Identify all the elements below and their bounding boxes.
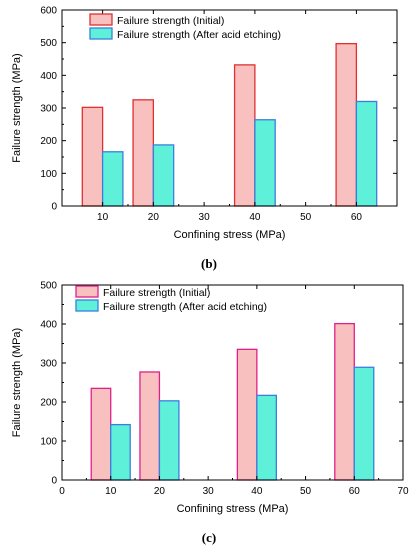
chart-1-bar-s0-0: [90, 387, 112, 481]
chart-1-bar-s1-2: [256, 394, 277, 481]
chart-0-x-axis-label: Confining stress (MPa): [174, 229, 286, 241]
chart-0-legend-swatch-1: [89, 27, 113, 40]
chart-0-x-tick-label-1: 20: [148, 212, 160, 223]
chart-1-y-tick-label-1: 100: [40, 437, 57, 448]
chart-0-x-tick-label-0: 10: [97, 212, 109, 223]
chart-0-bar-s1-2: [254, 119, 276, 207]
panel-label-c: (c): [202, 530, 216, 545]
chart-1-bar-s1-3: [353, 366, 375, 481]
chart-1-y-tick-label-5: 500: [40, 281, 57, 292]
chart-0-bar-s1-1: [152, 144, 175, 207]
chart-1-x-tick-label-1: 10: [105, 486, 117, 497]
chart-0-legend-swatch-0: [89, 13, 113, 26]
chart-1-bar-s0-3: [334, 322, 355, 481]
chart-0-y-tick-label-1: 100: [40, 169, 57, 180]
chart-1-bar-s0-2: [236, 348, 258, 481]
chart-0-bar-s1-3: [355, 100, 378, 207]
chart-0-bar-s0-1: [132, 99, 155, 207]
chart-0-y-tick-label-6: 600: [40, 6, 57, 17]
chart-0-y-axis-label: Failure strength (MPa): [11, 53, 23, 162]
chart-0-y-tick-label-5: 500: [40, 38, 57, 49]
chart-1-bar-s0-1: [139, 371, 161, 481]
chart-1-legend-label-1: Failure strength (After acid etching): [103, 301, 267, 313]
chart-1-x-tick-label-2: 20: [154, 486, 166, 497]
chart-1-y-tick-label-4: 400: [40, 320, 57, 331]
chart-1-x-tick-label-3: 30: [203, 486, 215, 497]
chart-0-y-tick-label-0: 0: [51, 202, 57, 213]
chart-panel-b: 10 20 30 40 50 600100200300400500600Confining…: [11, 6, 398, 241]
chart-0-legend-label-1: Failure strength (After acid etching): [117, 29, 281, 41]
chart-1-legend-swatch-0: [75, 285, 99, 298]
chart-0-bar-s1-0: [101, 151, 124, 207]
chart-1-x-tick-label-7: 70: [397, 486, 409, 497]
chart-0-bar-s0-2: [233, 64, 256, 207]
chart-0-x-tick-label-5: 60: [351, 212, 363, 223]
chart-1-legend-swatch-1: [75, 299, 99, 312]
chart-1-bar-s1-0: [110, 423, 131, 481]
chart-1-x-axis-label: Confining stress (MPa): [177, 503, 289, 515]
chart-1-y-tick-label-0: 0: [51, 476, 57, 487]
chart-1-legend-label-0: Failure strength (Initial): [103, 287, 210, 299]
chart-1-x-tick-label-5: 50: [300, 486, 312, 497]
chart-1-bar-s1-1: [158, 400, 180, 481]
chart-1-x-tick-label-4: 40: [251, 486, 263, 497]
chart-0-y-tick-label-4: 400: [40, 71, 57, 82]
panel-label-b: (b): [201, 256, 217, 271]
chart-0-bar-s0-3: [335, 42, 358, 207]
chart-1-x-tick-label-0: 0: [59, 486, 65, 497]
chart-0-x-tick-label-3: 40: [249, 212, 261, 223]
chart-panel-c: 0 10 20 30 40 50 60 70 0 100 200 300 400 500 Confining…: [11, 281, 409, 516]
chart-0-y-tick-label-2: 200: [40, 136, 57, 147]
chart-1-x-tick-label-6: 60: [349, 486, 361, 497]
chart-0-legend-label-0: Failure strength (Initial): [117, 15, 224, 27]
chart-0-bar-s0-0: [81, 106, 104, 207]
chart-0-y-tick-label-3: 300: [40, 104, 57, 115]
chart-0-x-tick-label-2: 30: [199, 212, 211, 223]
chart-1-y-axis-label: Failure strength (MPa): [11, 328, 23, 437]
chart-0-x-tick-label-4: 50: [300, 212, 312, 223]
chart-1-y-tick-label-2: 200: [40, 398, 57, 409]
chart-1-y-tick-label-3: 300: [40, 359, 57, 370]
